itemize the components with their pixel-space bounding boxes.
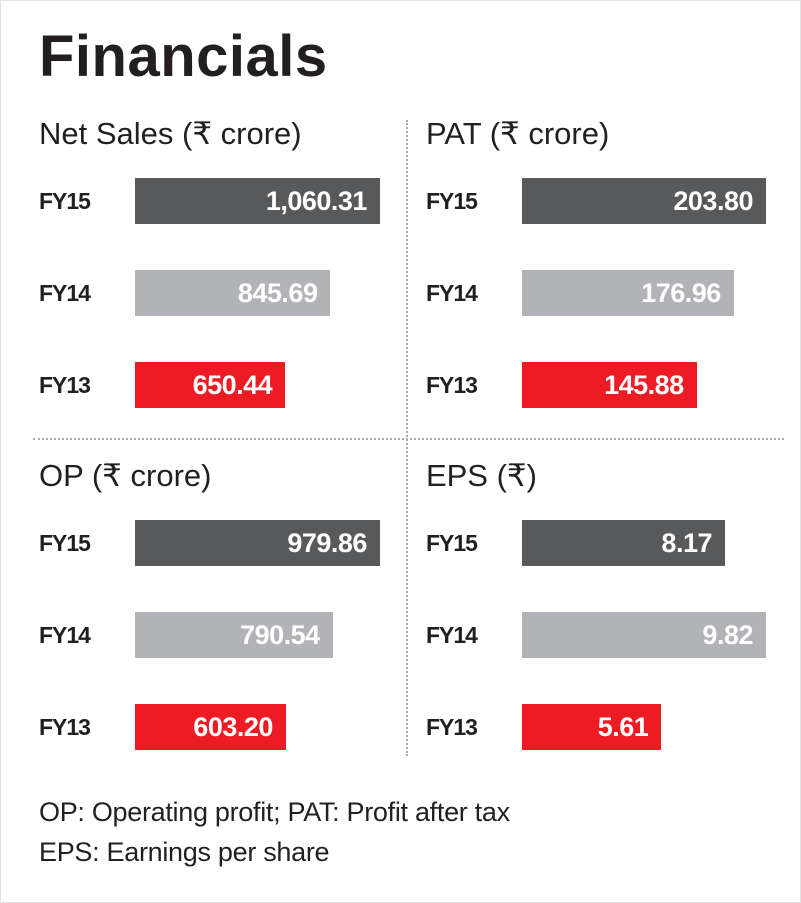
bar-row: FY13 650.44 [39,362,380,408]
bar-pat-fy15: 203.80 [521,178,766,224]
bar-value: 176.96 [641,277,721,308]
bar-track: 8.17 [521,520,766,566]
category-label: FY13 [39,371,91,398]
bar-value: 5.61 [597,711,649,742]
bar-track: 979.86 [135,520,380,566]
category-label: FY13 [39,713,91,740]
bar-value: 9.82 [702,619,753,650]
bar-value: 145.88 [604,369,684,400]
bar-track: 5.61 [521,704,766,750]
bar-value: 1,060.31 [265,185,368,216]
bar-row: FY14 845.69 [39,270,380,316]
bar-row: FY15 203.80 [426,178,766,224]
category-label: FY13 [425,371,478,398]
bar-net-sales-fy14: 845.69 [135,270,331,316]
bar-track: 603.20 [135,704,380,750]
category-label: FY15 [425,529,478,556]
chart-title-op: OP (₹ crore) [39,458,212,493]
category-label: FY13 [425,713,478,740]
bar-row: FY13 5.61 [426,704,766,750]
bar-row: FY14 176.96 [426,270,766,316]
bar-value: 650.44 [192,369,273,400]
bar-track: 790.54 [135,612,380,658]
footnote-line-1: OP: Operating profit; PAT: Profit after … [39,797,510,827]
bar-row: FY15 979.86 [39,520,380,566]
bar-pat-fy13: 145.88 [521,362,697,408]
category-label: FY15 [425,187,478,214]
bar-eps-fy14: 9.82 [521,612,766,658]
bar-pat-fy14: 176.96 [521,270,734,316]
page-title: Financials [39,24,328,89]
horizontal-dotted-divider [33,438,784,440]
category-label: FY15 [39,529,91,556]
bar-row: FY13 603.20 [39,704,380,750]
bar-net-sales-fy15: 1,060.31 [135,178,380,224]
category-label: FY14 [39,621,91,648]
bar-row: FY15 1,060.31 [39,178,380,224]
bar-value: 203.80 [673,185,753,216]
bar-eps-fy13: 5.61 [521,704,662,750]
bar-value: 8.17 [661,527,712,558]
bar-track: 1,060.31 [135,178,380,224]
category-label: FY14 [425,279,478,306]
bar-value: 979.86 [287,527,367,558]
bar-net-sales-fy13: 650.44 [135,362,286,408]
category-label: FY15 [39,187,91,214]
footnotes: OP: Operating profit; PAT: Profit after … [39,792,770,872]
bar-value: 790.54 [240,619,320,650]
bar-op-fy13: 603.20 [135,704,286,750]
footnote-line-2: EPS: Earnings per share [39,837,330,867]
bar-op-fy15: 979.86 [135,520,380,566]
chart-title-net-sales: Net Sales (₹ crore) [39,116,302,151]
chart-net-sales: Net Sales (₹ crore) FY15 1,060.31 FY14 8… [39,116,406,438]
bar-track: 203.80 [521,178,766,224]
bar-eps-fy15: 8.17 [521,520,725,566]
chart-op: OP (₹ crore) FY15 979.86 FY14 790.54 [39,438,406,766]
bar-track: 145.88 [521,362,766,408]
bar-row: FY14 790.54 [39,612,380,658]
bar-track: 845.69 [135,270,380,316]
chart-eps: EPS (₹) FY15 8.17 FY14 9.82 FY13 [406,438,770,766]
category-label: FY14 [39,279,91,306]
chart-grid: Net Sales (₹ crore) FY15 1,060.31 FY14 8… [33,116,784,766]
bar-row: FY14 9.82 [426,612,766,658]
bar-op-fy14: 790.54 [135,612,333,658]
bar-track: 176.96 [521,270,766,316]
chart-pat: PAT (₹ crore) FY15 203.80 FY14 176.96 [406,116,770,438]
bar-value: 603.20 [193,711,273,742]
chart-title-eps: EPS (₹) [425,458,537,493]
bar-row: FY15 8.17 [426,520,766,566]
bar-row: FY13 145.88 [426,362,766,408]
bar-value: 845.69 [237,277,318,308]
category-label: FY14 [425,621,478,648]
chart-title-pat: PAT (₹ crore) [425,116,610,151]
bar-track: 650.44 [135,362,380,408]
bar-track: 9.82 [521,612,766,658]
